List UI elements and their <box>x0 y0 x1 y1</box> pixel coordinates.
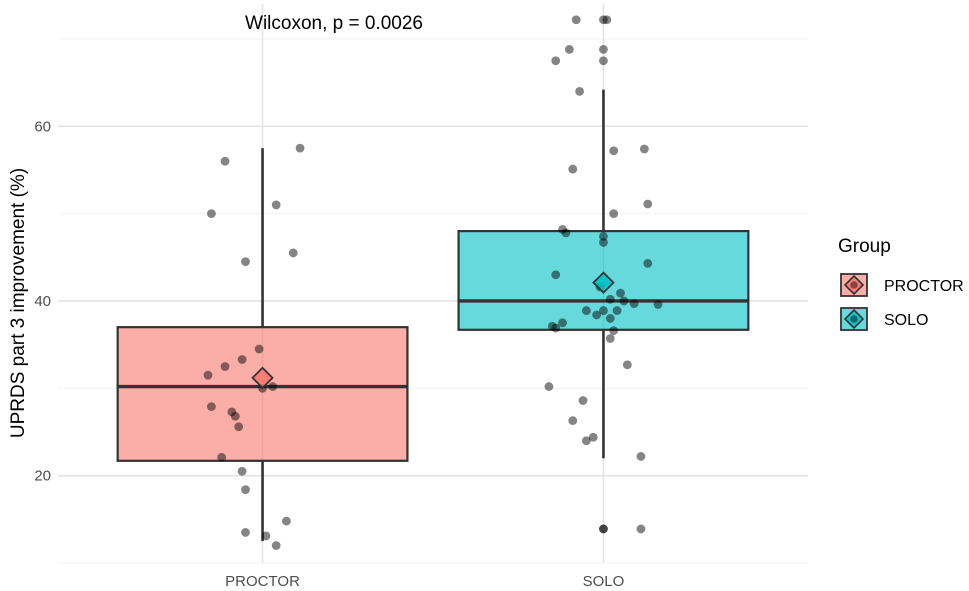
data-point <box>636 524 646 534</box>
y-tick-labels: 20 40 60 <box>34 118 51 484</box>
data-point <box>268 382 278 391</box>
data-point <box>227 407 237 417</box>
data-point <box>643 199 653 209</box>
data-point <box>282 516 291 526</box>
data-point <box>220 362 230 371</box>
data-point <box>609 146 619 156</box>
x-tick-labels: PROCTOR SOLO <box>225 573 624 590</box>
data-point <box>612 306 622 315</box>
box-proctor <box>116 326 409 462</box>
legend: Group PROCTOR SOLO <box>838 236 964 331</box>
data-point <box>605 314 615 323</box>
data-point <box>561 228 571 238</box>
data-point <box>599 15 608 25</box>
data-point <box>234 422 244 432</box>
data-point <box>602 15 612 25</box>
data-point <box>619 296 629 306</box>
legend-label: PROCTOR <box>884 278 964 295</box>
data-point <box>237 355 247 364</box>
data-point <box>207 209 216 219</box>
data-point <box>629 299 639 308</box>
mean-marker <box>251 366 274 390</box>
data-point <box>551 56 561 66</box>
data-point <box>636 452 646 461</box>
data-point <box>599 306 608 315</box>
data-point <box>261 531 271 541</box>
legend-key-proctor: PROCTOR <box>840 273 964 297</box>
data-point <box>599 56 608 66</box>
data-point <box>254 344 264 354</box>
data-point <box>571 15 581 25</box>
x-tick-label: PROCTOR <box>225 573 300 590</box>
data-point <box>599 524 608 534</box>
data-point <box>241 257 250 267</box>
data-point <box>605 294 615 304</box>
data-point <box>605 334 615 343</box>
legend-key-solo: SOLO <box>840 307 928 331</box>
data-point <box>599 45 608 54</box>
data-point <box>578 396 588 405</box>
data-point <box>568 164 578 174</box>
legend-label: SOLO <box>884 312 928 329</box>
data-point <box>558 224 567 234</box>
data-point <box>207 402 216 412</box>
data-point <box>551 270 561 280</box>
mean-marker <box>592 271 615 294</box>
y-tick-label: 20 <box>34 468 51 485</box>
data-point <box>237 466 247 476</box>
data-point <box>592 310 602 320</box>
data-point <box>544 382 554 391</box>
data-point <box>616 288 625 298</box>
legend-diamond <box>843 274 865 296</box>
legend-diamond <box>843 308 865 330</box>
data-point <box>551 323 561 333</box>
data-point <box>241 485 250 495</box>
legend-dot <box>850 281 858 289</box>
data-point <box>622 360 632 370</box>
data-point <box>599 238 608 247</box>
data-point <box>609 326 619 336</box>
data-point <box>588 432 598 442</box>
data-point <box>639 144 649 154</box>
data-point <box>241 528 250 537</box>
y-tick-label: 60 <box>34 118 51 135</box>
data-point <box>599 231 608 241</box>
y-tick-label: 40 <box>34 293 51 310</box>
legend-dot <box>850 315 858 323</box>
boxes <box>116 89 750 542</box>
data-point <box>575 86 584 96</box>
x-tick-label: SOLO <box>583 573 625 590</box>
data-point <box>220 156 230 166</box>
data-point <box>288 248 298 258</box>
data-point <box>271 541 281 550</box>
data-point <box>295 143 305 153</box>
legend-title: Group <box>838 236 891 257</box>
data-point <box>230 411 240 421</box>
wilcoxon-annotation: Wilcoxon, p = 0.0026 <box>245 13 423 34</box>
data-point <box>568 416 578 426</box>
mean-markers <box>251 271 615 390</box>
data-point <box>547 321 557 331</box>
data-point <box>203 370 213 380</box>
data-point <box>582 436 591 446</box>
data-point <box>217 452 227 462</box>
data-point <box>653 300 663 309</box>
data-point <box>599 524 608 534</box>
data-point <box>643 259 653 268</box>
jitter-points <box>203 15 663 550</box>
data-point <box>564 45 574 54</box>
data-point <box>582 306 591 315</box>
data-point <box>558 318 567 328</box>
data-point <box>271 200 281 210</box>
data-point <box>609 209 619 219</box>
y-axis-title: UPRDS part 3 improvement (%) <box>8 168 29 438</box>
